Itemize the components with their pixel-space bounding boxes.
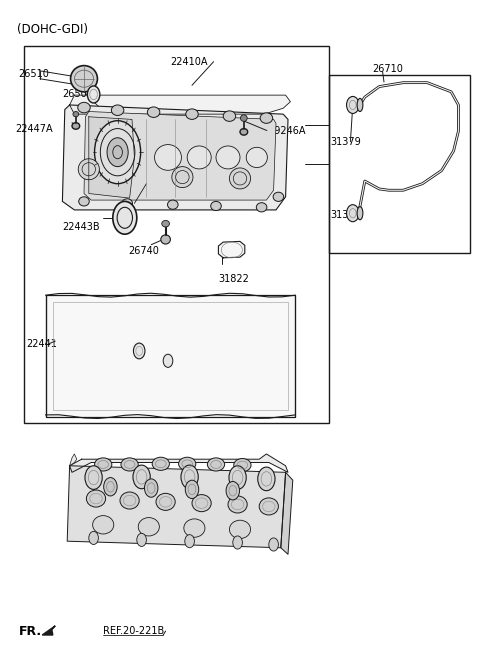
Ellipse shape (104, 478, 117, 496)
Ellipse shape (147, 107, 160, 117)
Ellipse shape (186, 109, 198, 119)
Ellipse shape (156, 493, 175, 510)
Polygon shape (84, 112, 276, 200)
Text: 22447A: 22447A (15, 123, 53, 134)
Ellipse shape (347, 96, 359, 113)
Ellipse shape (228, 496, 247, 513)
Ellipse shape (168, 200, 178, 209)
Ellipse shape (357, 207, 363, 220)
Ellipse shape (111, 105, 124, 115)
Ellipse shape (95, 458, 112, 471)
Text: 26510: 26510 (18, 69, 49, 79)
Ellipse shape (223, 111, 236, 121)
Ellipse shape (121, 458, 138, 471)
Ellipse shape (240, 115, 247, 121)
Ellipse shape (161, 235, 170, 244)
Polygon shape (218, 241, 245, 258)
Polygon shape (67, 466, 286, 548)
Text: (DOHC-GDI): (DOHC-GDI) (17, 23, 88, 36)
Polygon shape (89, 117, 134, 198)
Ellipse shape (163, 354, 173, 367)
Ellipse shape (162, 220, 169, 227)
Text: FR.: FR. (19, 625, 42, 638)
Polygon shape (62, 105, 288, 210)
Ellipse shape (137, 533, 146, 546)
Polygon shape (70, 95, 290, 114)
Ellipse shape (187, 146, 211, 169)
Ellipse shape (357, 98, 363, 112)
Ellipse shape (113, 201, 137, 234)
Ellipse shape (78, 159, 99, 180)
Ellipse shape (260, 113, 273, 123)
Ellipse shape (234, 459, 251, 472)
Text: 26740: 26740 (129, 246, 159, 256)
Ellipse shape (216, 146, 240, 169)
Ellipse shape (107, 138, 128, 167)
Polygon shape (281, 472, 293, 554)
Ellipse shape (207, 458, 225, 471)
Ellipse shape (71, 66, 97, 92)
Ellipse shape (133, 465, 150, 489)
Ellipse shape (179, 457, 196, 470)
Ellipse shape (79, 197, 89, 206)
Ellipse shape (233, 536, 242, 549)
Text: REF.20-221B: REF.20-221B (103, 626, 165, 636)
Bar (46, 295, 295, 417)
Ellipse shape (229, 520, 251, 539)
Ellipse shape (172, 167, 193, 188)
Ellipse shape (192, 495, 211, 512)
Polygon shape (42, 626, 55, 635)
Ellipse shape (184, 519, 205, 537)
Ellipse shape (152, 457, 169, 470)
Ellipse shape (122, 199, 132, 208)
Text: 31822: 31822 (218, 274, 249, 284)
Ellipse shape (229, 168, 251, 189)
Ellipse shape (86, 490, 106, 507)
Polygon shape (70, 454, 77, 466)
Ellipse shape (347, 205, 359, 222)
Ellipse shape (259, 498, 278, 515)
Ellipse shape (256, 203, 267, 212)
Ellipse shape (138, 518, 159, 536)
Ellipse shape (85, 466, 102, 489)
Ellipse shape (229, 466, 246, 489)
Text: 22441: 22441 (26, 338, 57, 349)
Bar (24, 46, 329, 423)
Ellipse shape (181, 465, 198, 489)
Ellipse shape (226, 482, 240, 500)
Ellipse shape (240, 129, 248, 135)
Ellipse shape (185, 480, 199, 499)
Ellipse shape (72, 123, 80, 129)
Ellipse shape (87, 86, 100, 103)
Ellipse shape (258, 467, 275, 491)
Text: 29246A: 29246A (268, 125, 305, 136)
Text: 31379: 31379 (330, 209, 361, 220)
Text: 22443B: 22443B (62, 222, 100, 232)
Ellipse shape (273, 192, 284, 201)
Ellipse shape (93, 516, 114, 534)
Bar (53, 302, 288, 410)
Ellipse shape (155, 144, 181, 171)
Ellipse shape (95, 121, 141, 184)
Polygon shape (70, 454, 288, 472)
Ellipse shape (246, 148, 267, 167)
Text: 22410A: 22410A (170, 56, 208, 67)
Ellipse shape (89, 531, 98, 544)
Text: 26710: 26710 (372, 64, 403, 74)
Ellipse shape (133, 343, 145, 359)
Text: 31379: 31379 (330, 136, 361, 147)
Ellipse shape (78, 102, 90, 113)
Ellipse shape (120, 492, 139, 509)
Ellipse shape (211, 201, 221, 211)
Ellipse shape (269, 538, 278, 551)
Bar (329, 75, 470, 253)
Ellipse shape (144, 479, 158, 497)
Text: 26502: 26502 (62, 89, 94, 99)
Ellipse shape (73, 112, 79, 117)
Ellipse shape (185, 535, 194, 548)
